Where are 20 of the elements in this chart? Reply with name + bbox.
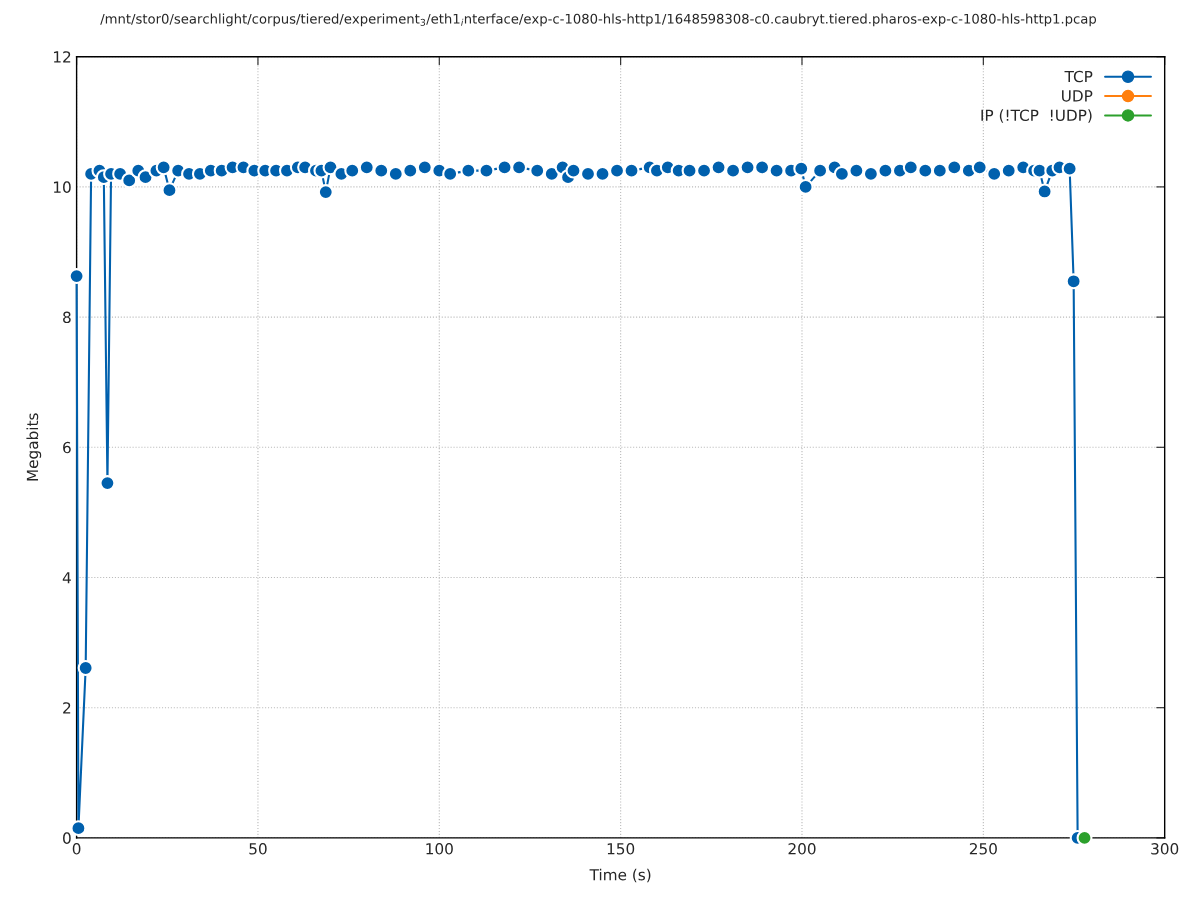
legend-label: UDP xyxy=(1062,90,1093,102)
x-tick-label: 0 xyxy=(72,843,81,855)
x-axis-title: Time (s) xyxy=(589,868,651,883)
x-tick-label: 150 xyxy=(607,843,635,855)
x-tick-label: 50 xyxy=(249,843,267,855)
y-tick-label: 10 xyxy=(53,181,71,193)
x-tick-label: 300 xyxy=(1151,843,1179,855)
y-tick-label: 0 xyxy=(63,832,71,844)
y-axis-title: Megabits xyxy=(26,413,42,481)
x-tick-label: 100 xyxy=(426,843,453,855)
legend-label: TCP xyxy=(1064,70,1093,83)
y-tick-label: 8 xyxy=(63,311,71,324)
legend-label: IP (!TCP !UDP) xyxy=(981,109,1092,123)
y-tick-label: 4 xyxy=(62,572,71,584)
chart-title: /mnt/stor0/searchlight/corpus/tiered/experiment$_{3}$/eth1$_{i}$nterface/exp-c-1080-hls-http1/1648598308-c0.caubryt.tiered.pharos-exp-c-1080-hls-http1.pcap xyxy=(100,13,1097,27)
x-tick-label: 200 xyxy=(788,843,816,855)
y-tick-label: 2 xyxy=(63,702,71,714)
y-tick-label: 12 xyxy=(53,51,71,63)
x-tick-label: 250 xyxy=(969,843,997,855)
y-tick-label: 6 xyxy=(63,441,71,454)
